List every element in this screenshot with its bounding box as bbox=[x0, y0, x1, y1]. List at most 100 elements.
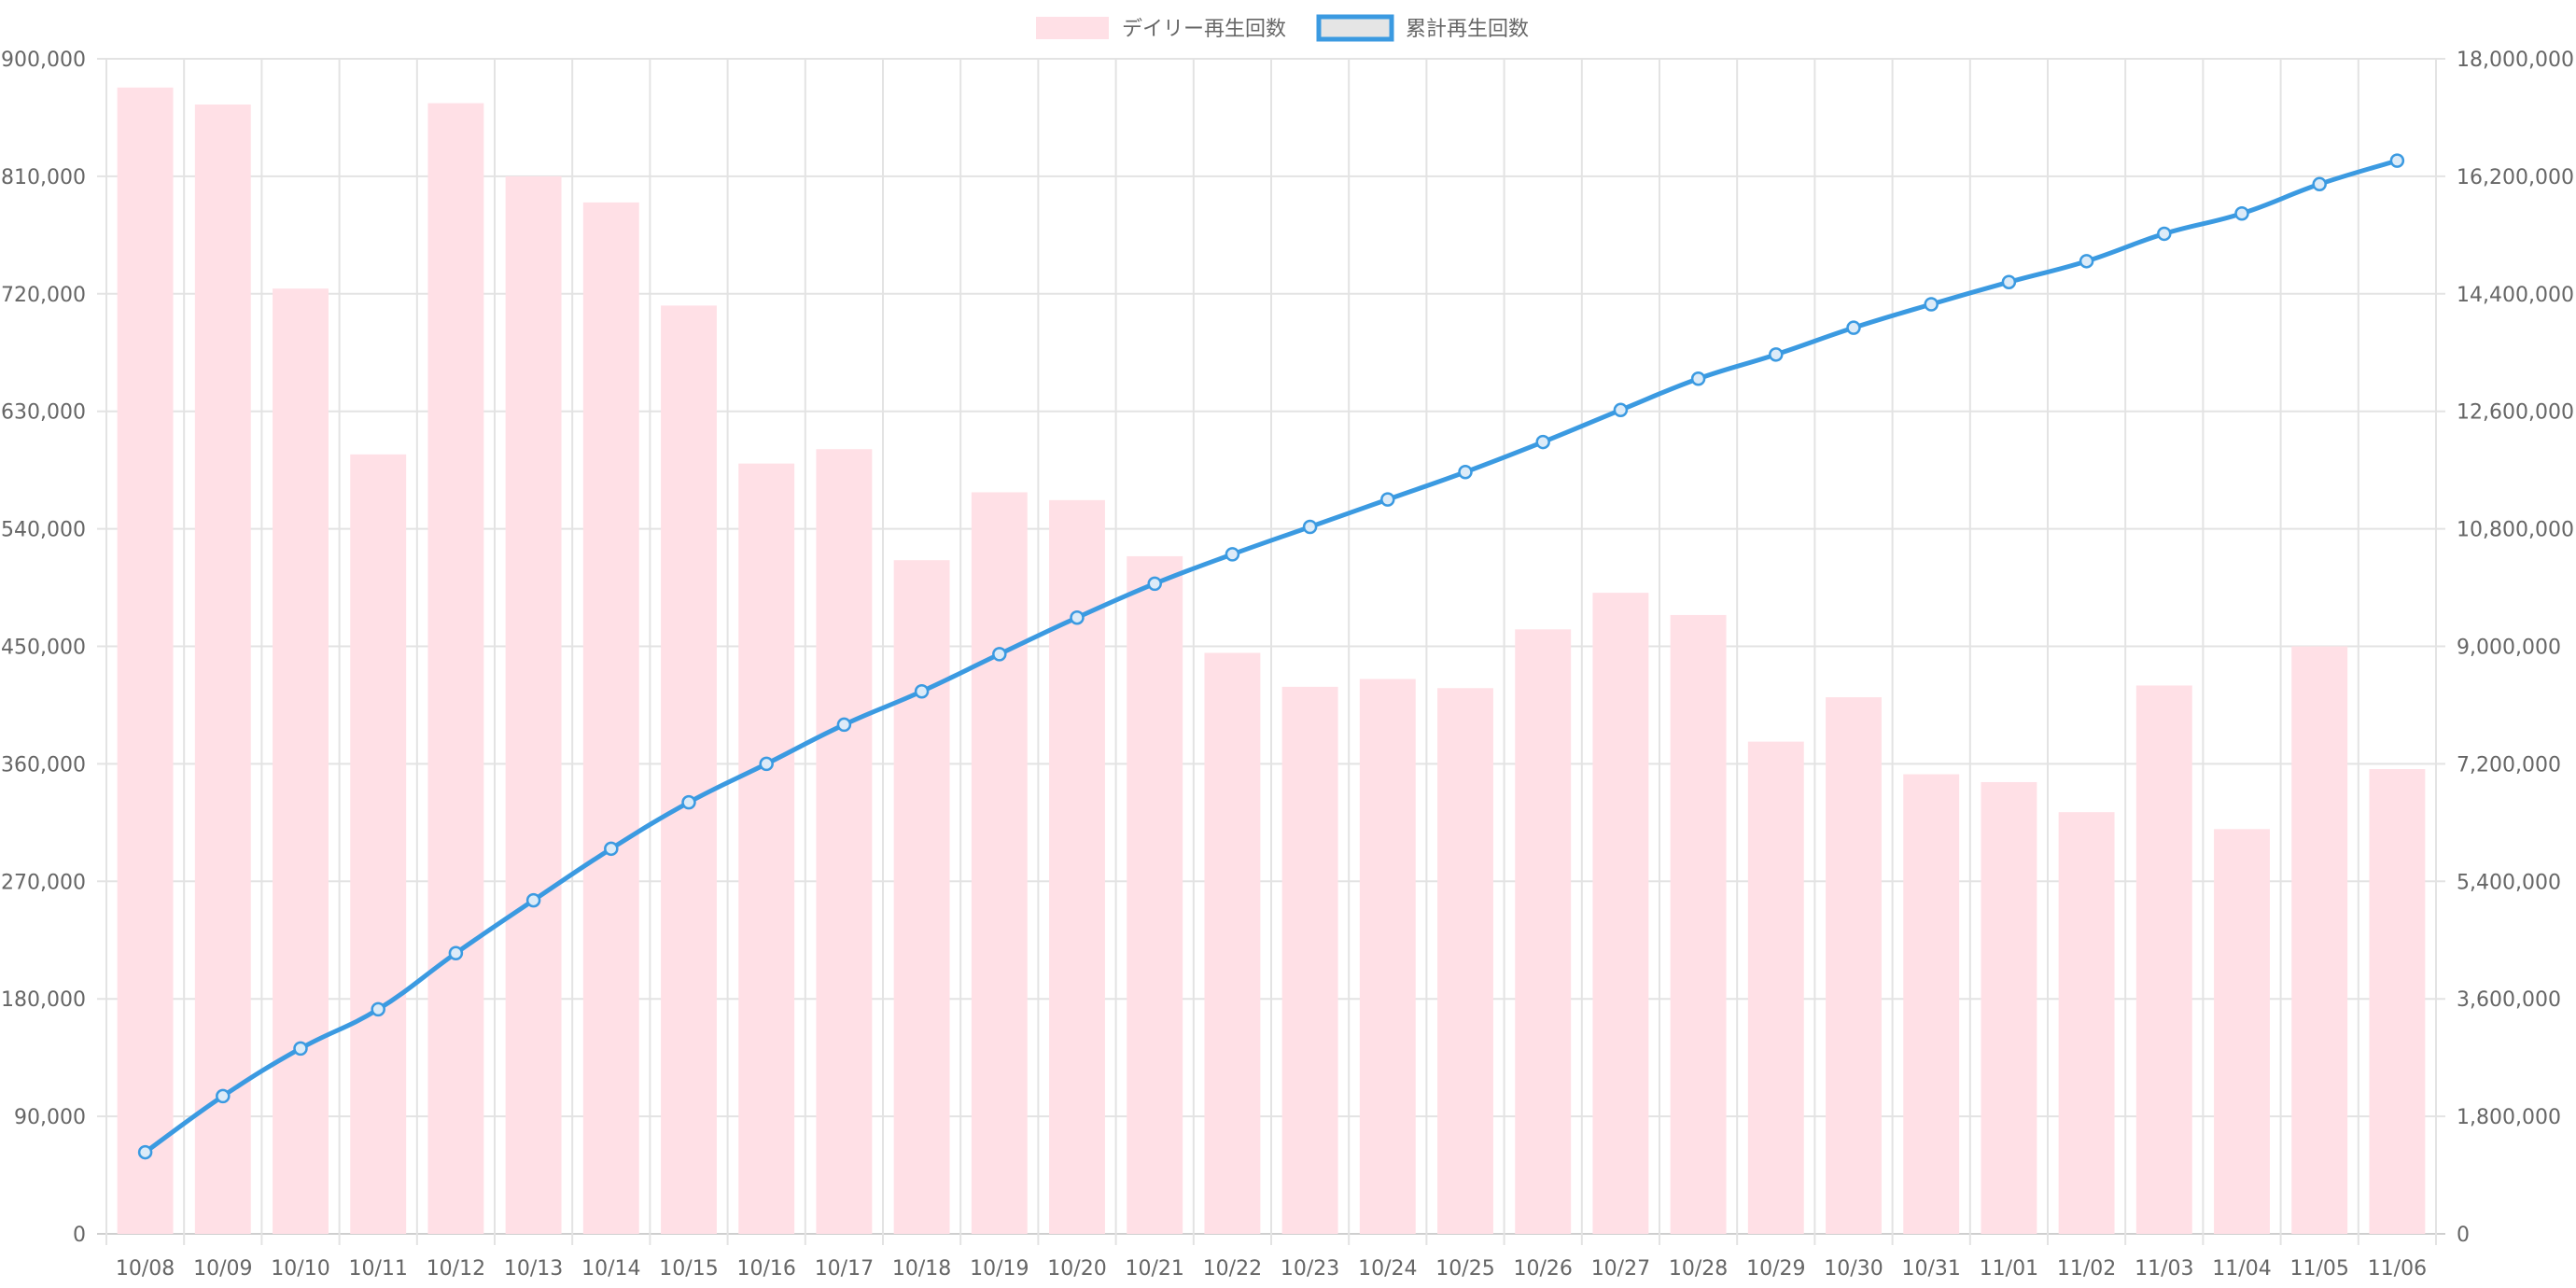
cumulative-plays-point bbox=[2234, 206, 2249, 221]
cumulative-plays-point bbox=[604, 841, 619, 857]
x-tick-label: 10/21 bbox=[1125, 1257, 1183, 1281]
cumulative-plays-point bbox=[525, 892, 541, 908]
daily-plays-bar bbox=[1903, 774, 1960, 1234]
cumulative-plays-point bbox=[1613, 402, 1629, 418]
y-left-tick-label: 0 bbox=[73, 1224, 86, 1247]
daily-plays-bar bbox=[427, 103, 484, 1234]
y-right-tick-label: 1,800,000 bbox=[2457, 1106, 2561, 1129]
x-tick-label: 10/24 bbox=[1358, 1257, 1417, 1281]
cumulative-plays-point bbox=[1535, 434, 1550, 450]
daily-plays-bar bbox=[1437, 688, 1493, 1234]
cumulative-plays-point bbox=[836, 717, 852, 733]
daily-plays-bar bbox=[1826, 697, 1882, 1234]
daily-plays-bar bbox=[1981, 781, 2037, 1234]
cumulative-plays-point bbox=[2079, 254, 2094, 269]
cumulative-plays-point bbox=[1147, 576, 1162, 592]
cumulative-plays-point bbox=[914, 684, 930, 699]
cumulative-plays-point bbox=[2312, 176, 2327, 192]
x-tick-label: 10/15 bbox=[659, 1257, 718, 1281]
x-tick-label: 11/03 bbox=[2135, 1257, 2193, 1281]
x-tick-label: 10/18 bbox=[892, 1257, 951, 1281]
y-right-tick-label: 16,200,000 bbox=[2457, 166, 2574, 189]
legend-label-daily: デイリー再生回数 bbox=[1122, 18, 1286, 41]
daily-plays-bar bbox=[2135, 685, 2192, 1234]
y-left-tick-label: 630,000 bbox=[1, 401, 86, 425]
cumulative-plays-point bbox=[1846, 320, 1861, 335]
cumulative-plays-point bbox=[1924, 297, 1939, 312]
daily-plays-bar bbox=[582, 202, 639, 1234]
daily-plays-bar bbox=[2214, 829, 2270, 1234]
daily-plays-bar bbox=[117, 87, 174, 1235]
y-right-tick-label: 12,600,000 bbox=[2457, 401, 2574, 425]
bar-layer bbox=[117, 87, 2426, 1235]
daily-plays-bar bbox=[350, 454, 407, 1234]
cumulative-plays-point bbox=[216, 1088, 231, 1104]
y-right-tick-label: 5,400,000 bbox=[2457, 871, 2561, 894]
daily-plays-bar bbox=[1747, 741, 1804, 1234]
y-left-tick-label: 900,000 bbox=[1, 49, 86, 72]
y-left-tick-label: 450,000 bbox=[1, 637, 86, 660]
daily-plays-bar bbox=[1127, 555, 1183, 1234]
cumulative-plays-point bbox=[371, 1001, 385, 1017]
legend: デイリー再生回数 累計再生回数 bbox=[1036, 14, 1529, 42]
daily-plays-bar bbox=[2369, 768, 2426, 1234]
y-right-tick-label: 3,600,000 bbox=[2457, 988, 2561, 1012]
x-tick-label: 10/20 bbox=[1047, 1257, 1106, 1281]
cumulative-plays-point bbox=[1225, 547, 1240, 562]
x-tick-label: 10/16 bbox=[736, 1257, 795, 1281]
x-tick-label: 10/31 bbox=[1901, 1257, 1960, 1281]
legend-swatch-daily bbox=[1036, 17, 1109, 39]
y-right-tick-label: 7,200,000 bbox=[2457, 753, 2561, 777]
cumulative-plays-point bbox=[681, 794, 696, 810]
x-tick-label: 11/06 bbox=[2368, 1257, 2427, 1281]
line-layer bbox=[137, 153, 2405, 1160]
daily-plays-bar bbox=[2291, 646, 2348, 1234]
cumulative-plays-point bbox=[1070, 609, 1085, 625]
x-tick-label: 10/10 bbox=[271, 1257, 329, 1281]
daily-plays-bar bbox=[971, 492, 1028, 1234]
daily-plays-bar bbox=[661, 305, 717, 1234]
cumulative-plays-point bbox=[2157, 226, 2172, 242]
daily-plays-bar bbox=[1515, 629, 1572, 1234]
x-tick-label: 11/04 bbox=[2212, 1257, 2271, 1281]
x-tick-label: 11/02 bbox=[2057, 1257, 2116, 1281]
cumulative-plays-point bbox=[759, 756, 774, 772]
daily-plays-bar bbox=[1204, 652, 1261, 1234]
grid-layer bbox=[97, 58, 2445, 1245]
x-tick-label: 10/19 bbox=[970, 1257, 1029, 1281]
daily-plays-bar bbox=[1281, 686, 1338, 1234]
daily-plays-bar bbox=[816, 449, 873, 1234]
x-tick-label: 10/17 bbox=[815, 1257, 874, 1281]
cumulative-plays-point bbox=[448, 945, 464, 960]
x-tick-label: 10/29 bbox=[1746, 1257, 1805, 1281]
x-tick-label: 10/22 bbox=[1203, 1257, 1262, 1281]
legend-swatch-cumulative bbox=[1316, 14, 1394, 42]
x-tick-label: 10/28 bbox=[1669, 1257, 1728, 1281]
x-tick-label: 10/27 bbox=[1591, 1257, 1650, 1281]
x-tick-label: 10/26 bbox=[1513, 1257, 1572, 1281]
cumulative-plays-point bbox=[2001, 274, 2017, 289]
x-tick-label: 10/14 bbox=[581, 1257, 640, 1281]
axis-layer: 0 0 90,000 1,800,000 180,000 3,600,000 270,000… bbox=[1, 49, 2574, 1281]
daily-plays-bar bbox=[273, 288, 329, 1234]
cumulative-plays-point bbox=[2389, 153, 2405, 168]
y-right-tick-label: 9,000,000 bbox=[2457, 637, 2561, 660]
x-tick-label: 10/08 bbox=[116, 1257, 175, 1281]
cumulative-plays-point bbox=[1690, 371, 1706, 386]
y-left-tick-label: 270,000 bbox=[1, 871, 86, 894]
legend-label-cumulative: 累計再生回数 bbox=[1406, 18, 1529, 41]
cumulative-plays-point bbox=[1458, 464, 1473, 480]
y-left-tick-label: 540,000 bbox=[1, 519, 86, 542]
daily-plays-bar bbox=[505, 175, 562, 1234]
y-left-tick-label: 810,000 bbox=[1, 166, 86, 189]
y-right-tick-label: 10,800,000 bbox=[2457, 519, 2574, 542]
daily-plays-bar bbox=[893, 560, 950, 1234]
daily-plays-bar bbox=[738, 463, 795, 1235]
cumulative-plays-point bbox=[1302, 519, 1318, 535]
x-tick-label: 10/30 bbox=[1824, 1257, 1883, 1281]
y-left-tick-label: 180,000 bbox=[1, 988, 86, 1012]
daily-plays-bar bbox=[2058, 812, 2115, 1234]
daily-plays-bar bbox=[1592, 593, 1649, 1234]
cumulative-plays-point bbox=[1380, 492, 1395, 507]
